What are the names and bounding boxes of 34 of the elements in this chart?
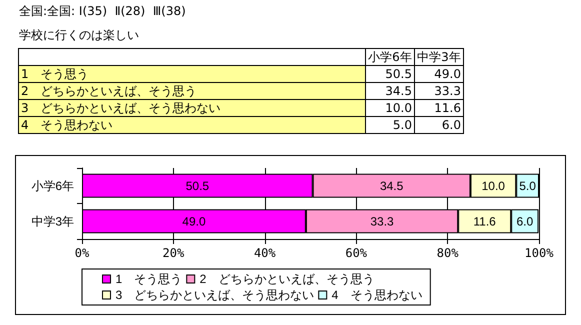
text: 34.5 [385, 84, 412, 98]
data-label: 6.0 [516, 214, 534, 228]
text: 3 どちらかといえば、そう思わない [21, 101, 221, 115]
data-label: 10.0 [482, 178, 506, 193]
legend-label: 4 そう思わない [332, 288, 422, 302]
text: 1 そう思う [21, 67, 89, 81]
text: 10.0 [385, 101, 412, 115]
x-tick-label: 40% [254, 246, 276, 260]
category-label: 小学6年 [368, 50, 412, 64]
text: 49.0 [434, 67, 461, 81]
chart-subtitle: 学校に行くのは楽しい [19, 27, 139, 44]
data-label: 34.5 [380, 178, 404, 193]
data-label: 33.3 [370, 214, 394, 228]
data-label: 49.0 [182, 214, 206, 228]
text: 11.6 [434, 101, 461, 115]
x-tick-label: 20% [162, 246, 186, 260]
legend-label: 2 どちらかといえば、そう思う [200, 272, 374, 286]
chart-title: 全国:全国: Ⅰ(35) Ⅱ(28) Ⅲ(38) [19, 3, 186, 20]
legend-label: 3 どちらかといえば、そう思わない [116, 288, 314, 302]
text: 6.0 [442, 118, 461, 132]
x-tick-label: 0% [74, 246, 90, 260]
data-label: 50.5 [186, 178, 210, 193]
legend-label: 1 そう思う [116, 272, 182, 286]
text: 2 どちらかといえば、そう思う [21, 84, 197, 98]
text: 33.3 [434, 84, 461, 98]
category-label: 中学3年 [417, 50, 461, 64]
text: 4 そう思わない [21, 118, 113, 132]
data-label: 11.6 [473, 214, 496, 228]
text: 50.5 [385, 67, 412, 81]
text: 5.0 [392, 118, 412, 132]
data-label: 5.0 [519, 178, 536, 193]
x-tick-label: 80% [436, 246, 460, 260]
x-tick-label: 60% [345, 246, 368, 260]
x-tick-label: 100% [524, 246, 554, 260]
